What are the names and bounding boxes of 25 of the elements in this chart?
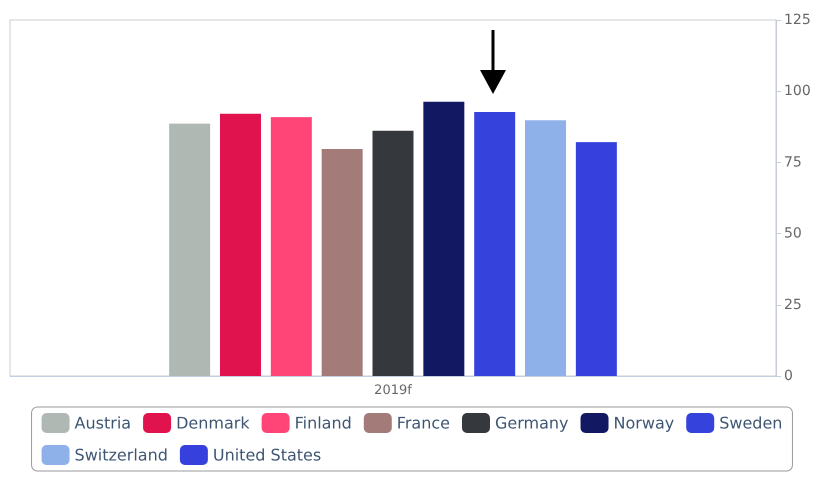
y-tick-label: 125	[784, 12, 811, 28]
y-tick-label: 100	[784, 83, 811, 100]
y-tick-label: 0	[784, 368, 793, 384]
bar	[322, 149, 363, 376]
bar	[270, 117, 312, 376]
legend-label: Germany	[494, 414, 569, 432]
bar	[423, 102, 464, 376]
bar	[576, 142, 617, 376]
bar	[169, 124, 210, 376]
bar	[525, 120, 566, 376]
y-tick-label: 50	[784, 226, 802, 242]
x-tick-label: 2019f	[374, 383, 412, 398]
legend-label: United States	[212, 446, 322, 464]
legend-label: France	[396, 414, 450, 432]
legend-label: Finland	[294, 414, 352, 432]
bar	[372, 130, 414, 376]
legend-label: Sweden	[719, 414, 782, 432]
legend-label: Norway	[614, 414, 674, 432]
bar	[220, 114, 261, 376]
legend-label: Denmark	[176, 414, 250, 432]
legend-label: Switzerland	[74, 446, 168, 464]
y-tick-label: 75	[784, 154, 802, 170]
bar	[474, 112, 516, 376]
y-tick-label: 25	[784, 296, 802, 313]
legend-label: Austria	[74, 414, 132, 432]
